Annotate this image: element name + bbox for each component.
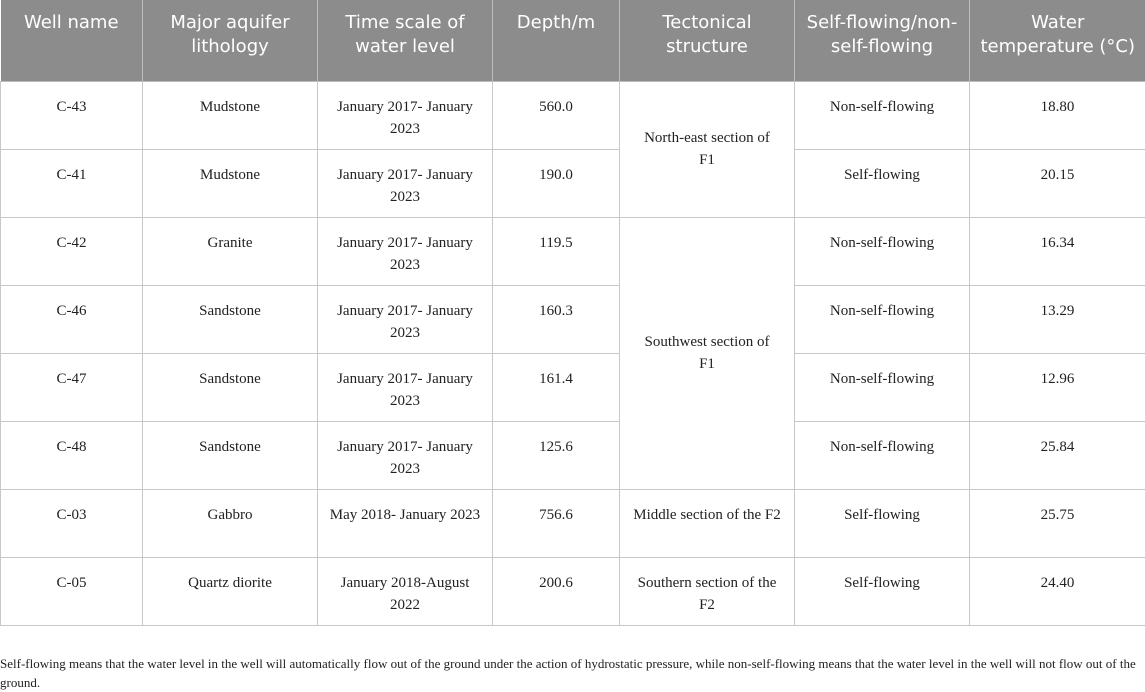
- flow-type-cell: Self-flowing: [795, 149, 970, 217]
- lithology-cell: Quartz diorite: [143, 557, 318, 625]
- depth-cell: 190.0: [493, 149, 620, 217]
- well-name-cell: C-47: [1, 353, 143, 421]
- header-tectonical-structure: Tectonical structure: [620, 0, 795, 81]
- well-name-cell: C-41: [1, 149, 143, 217]
- well-name-cell: C-48: [1, 421, 143, 489]
- structure-cell: Southern section of the F2: [620, 557, 795, 625]
- time-scale-cell: January 2018-August 2022: [318, 557, 493, 625]
- lithology-cell: Sandstone: [143, 285, 318, 353]
- header-water-temperature: Water temperature (°C): [970, 0, 1145, 81]
- flow-type-cell: Non-self-flowing: [795, 421, 970, 489]
- table-row: C-05 Quartz diorite January 2018-August …: [1, 557, 1145, 625]
- lithology-cell: Sandstone: [143, 421, 318, 489]
- flow-type-cell: Non-self-flowing: [795, 81, 970, 149]
- structure-cell: Middle section of the F2: [620, 489, 795, 557]
- header-time-scale: Time scale of water level: [318, 0, 493, 81]
- table-row: C-42 Granite January 2017- January 2023 …: [1, 217, 1145, 285]
- header-aquifer-lithology: Major aquifer lithology: [143, 0, 318, 81]
- time-scale-cell: January 2017- January 2023: [318, 285, 493, 353]
- depth-cell: 119.5: [493, 217, 620, 285]
- table-row: C-43 Mudstone January 2017- January 2023…: [1, 81, 1145, 149]
- depth-cell: 756.6: [493, 489, 620, 557]
- flow-type-cell: Non-self-flowing: [795, 353, 970, 421]
- well-name-cell: C-05: [1, 557, 143, 625]
- well-name-cell: C-42: [1, 217, 143, 285]
- well-name-cell: C-46: [1, 285, 143, 353]
- depth-cell: 200.6: [493, 557, 620, 625]
- depth-cell: 560.0: [493, 81, 620, 149]
- flow-type-cell: Self-flowing: [795, 557, 970, 625]
- time-scale-cell: January 2017- January 2023: [318, 81, 493, 149]
- header-well-name: Well name: [1, 0, 143, 81]
- time-scale-cell: January 2017- January 2023: [318, 149, 493, 217]
- temperature-cell: 13.29: [970, 285, 1145, 353]
- temperature-cell: 20.15: [970, 149, 1145, 217]
- table-row: C-03 Gabbro May 2018- January 2023 756.6…: [1, 489, 1145, 557]
- header-row: Well name Major aquifer lithology Time s…: [1, 0, 1145, 81]
- structure-cell: Southwest section of F1: [620, 217, 795, 489]
- table-row: C-47 Sandstone January 2017- January 202…: [1, 353, 1145, 421]
- temperature-cell: 25.75: [970, 489, 1145, 557]
- lithology-cell: Mudstone: [143, 81, 318, 149]
- time-scale-cell: January 2017- January 2023: [318, 421, 493, 489]
- well-data-table: Well name Major aquifer lithology Time s…: [0, 0, 1145, 626]
- temperature-cell: 25.84: [970, 421, 1145, 489]
- table-row: C-41 Mudstone January 2017- January 2023…: [1, 149, 1145, 217]
- well-name-cell: C-43: [1, 81, 143, 149]
- table-footnote: Self-flowing means that the water level …: [0, 654, 1145, 692]
- depth-cell: 125.6: [493, 421, 620, 489]
- flow-type-cell: Non-self-flowing: [795, 285, 970, 353]
- lithology-cell: Granite: [143, 217, 318, 285]
- structure-cell: North-east section of F1: [620, 81, 795, 217]
- flow-type-cell: Non-self-flowing: [795, 217, 970, 285]
- header-depth: Depth/m: [493, 0, 620, 81]
- time-scale-cell: January 2017- January 2023: [318, 353, 493, 421]
- time-scale-cell: January 2017- January 2023: [318, 217, 493, 285]
- depth-cell: 160.3: [493, 285, 620, 353]
- temperature-cell: 24.40: [970, 557, 1145, 625]
- lithology-cell: Gabbro: [143, 489, 318, 557]
- lithology-cell: Mudstone: [143, 149, 318, 217]
- flow-type-cell: Self-flowing: [795, 489, 970, 557]
- time-scale-cell: May 2018- January 2023: [318, 489, 493, 557]
- temperature-cell: 18.80: [970, 81, 1145, 149]
- header-flow-type: Self-flowing/non-self-flowing: [795, 0, 970, 81]
- well-name-cell: C-03: [1, 489, 143, 557]
- temperature-cell: 12.96: [970, 353, 1145, 421]
- table-row: C-46 Sandstone January 2017- January 202…: [1, 285, 1145, 353]
- depth-cell: 161.4: [493, 353, 620, 421]
- temperature-cell: 16.34: [970, 217, 1145, 285]
- table-row: C-48 Sandstone January 2017- January 202…: [1, 421, 1145, 489]
- lithology-cell: Sandstone: [143, 353, 318, 421]
